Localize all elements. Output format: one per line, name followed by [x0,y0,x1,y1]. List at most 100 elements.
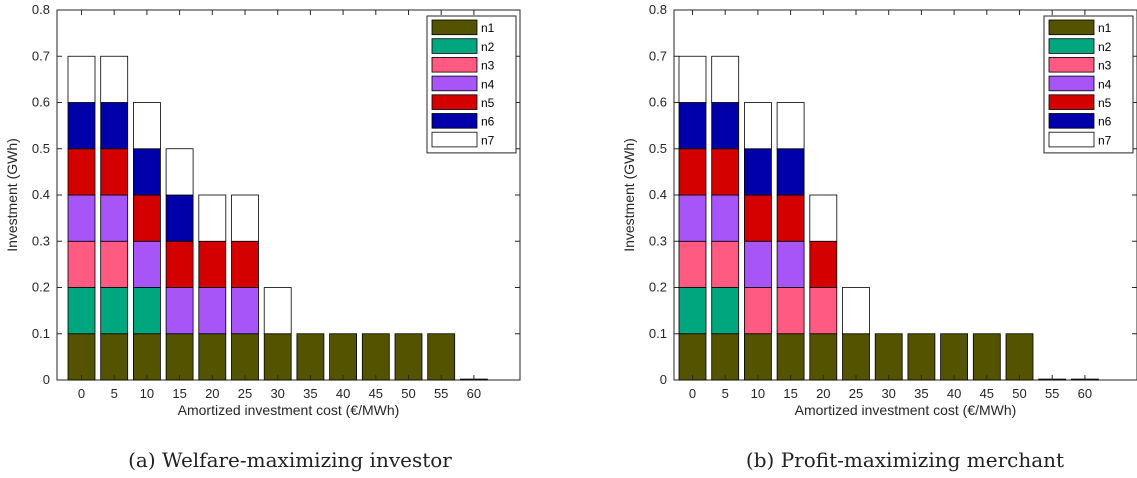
bar-n3-x10 [744,287,772,335]
legend-label-n4: n4 [481,77,495,91]
y-tick-label: 0.5 [649,141,667,156]
x-axis-label: Amortized investment cost (€/MWh) [178,402,400,418]
bar-n2-x5 [100,287,129,335]
legend-swatch-n2 [1048,38,1095,54]
bar-n7-x30 [263,287,292,335]
legend-swatch-n1 [431,19,478,36]
bar-n2-x5 [711,287,740,335]
bar-n4-x25 [231,287,259,335]
legend-swatch-n3 [1048,57,1095,73]
x-tick-label: 10 [140,386,154,401]
x-tick-label: 55 [434,386,448,401]
bar-n1-x50 [394,333,423,381]
x-tick-label: 45 [369,386,383,401]
bar-n4-x15 [776,240,805,288]
bar-n7-x20 [198,194,227,242]
legend-label-n3: n3 [481,59,495,73]
x-tick-label: 5 [111,386,118,401]
y-tick-label: 0.7 [32,48,50,63]
chart-caption: (b) Profit-maximizing merchant [746,448,1064,472]
bar-n6-x15 [776,148,805,196]
legend-swatch-n3 [431,57,478,73]
legend-label-n1: n1 [481,21,495,35]
bar-n1-x15 [165,333,194,381]
bar-n1-x5 [100,333,129,381]
x-tick-label: 40 [947,386,961,401]
bar-n5-x5 [100,148,129,196]
bar-n4-x20 [198,287,227,335]
bar-n3-x0 [678,240,707,288]
bar-n4-x0 [67,194,96,242]
x-tick-label: 55 [1045,386,1059,401]
y-tick-label: 0.4 [32,187,50,202]
chart-a: 0 0.1 0.2 0.3 0.4 0.5 0.6 0.7 0.8 0 5 10 15 20 25 30 35 4… [4,2,521,472]
y-tick-label: 0.6 [32,95,50,110]
legend-label-n1: n1 [1098,21,1112,35]
legend-swatch-n5 [431,94,478,110]
bar-n2-x0 [678,287,707,335]
x-tick-label: 30 [881,386,895,401]
bar-n1-x30 [263,333,292,381]
x-tick-label: 50 [1012,386,1026,401]
bar-n7-x10 [132,102,161,150]
x-tick-label: 35 [914,386,928,401]
bar-n1-x45 [361,333,390,381]
x-tick-label: 5 [722,386,729,401]
legend-label-n5: n5 [481,96,495,110]
bar-n6-x15 [165,194,194,242]
x-tick-label: 10 [751,386,765,401]
bar-n4-x0 [678,194,707,242]
legend-swatch-n1 [1048,19,1095,36]
bar-n5-x20 [198,240,227,288]
x-tick-label: 45 [980,386,994,401]
legend-swatch-n7 [431,131,478,148]
bar-n6-x5 [711,102,740,150]
bar-n6-x0 [678,102,707,150]
bar-n5-x5 [711,148,740,196]
y-tick-label: 0.8 [649,2,667,17]
bar-n5-x0 [678,148,707,196]
y-tick-label: 0.3 [649,233,667,248]
chart-b: 0 0.1 0.2 0.3 0.4 0.5 0.6 0.7 0.8 0 5 10 15 20 25 30 35 4… [621,2,1137,472]
bar-n7-x20 [809,194,838,242]
bar-n5-x15 [776,194,805,242]
x-tick-label: 30 [270,386,284,401]
bar-n7-x15 [165,148,194,196]
bar-n1-x30 [874,333,903,381]
bar-n1-x55 [427,333,456,381]
bar-n4-x15 [165,287,194,335]
bar-n1-x45 [972,333,1001,381]
bar-n5-x10 [744,194,772,242]
y-axis-label: Investment (GWh) [621,138,637,252]
y-tick-label: 0.2 [649,280,667,295]
legend-swatch-n2 [431,38,478,54]
bar-n4-x5 [711,194,740,242]
bar-n1-x10 [744,333,772,381]
x-tick-label: 15 [172,386,186,401]
bar-n1-x20 [809,333,838,381]
bar-n3-x5 [100,240,129,288]
bar-n1-x20 [198,333,227,381]
bar-n1-x0 [67,333,96,381]
bar-n7-x0 [678,55,707,103]
legend-swatch-n4 [1048,75,1095,92]
bar-n6-x0 [67,102,96,150]
bar-n1-x40 [329,333,358,381]
x-tick-label: 25 [238,386,252,401]
bar-n5-x10 [132,194,161,242]
bar-n5-x25 [231,240,259,288]
y-tick-label: 0.3 [32,233,50,248]
y-tick-label: 0.8 [32,2,50,17]
x-tick-label: 40 [336,386,350,401]
bar-n1-x35 [907,333,936,381]
legend-label-n5: n5 [1098,96,1112,110]
bar-n7-x10 [744,102,772,150]
bar-n3-x15 [776,287,805,335]
bar-n1-x10 [132,333,161,381]
x-tick-label: 35 [303,386,317,401]
bar-n7-x0 [67,55,96,103]
legend-swatch-n4 [431,75,478,92]
bar-n2-x10 [132,287,161,335]
bar-n7-x25 [231,194,259,242]
y-tick-label: 0.5 [32,141,50,156]
